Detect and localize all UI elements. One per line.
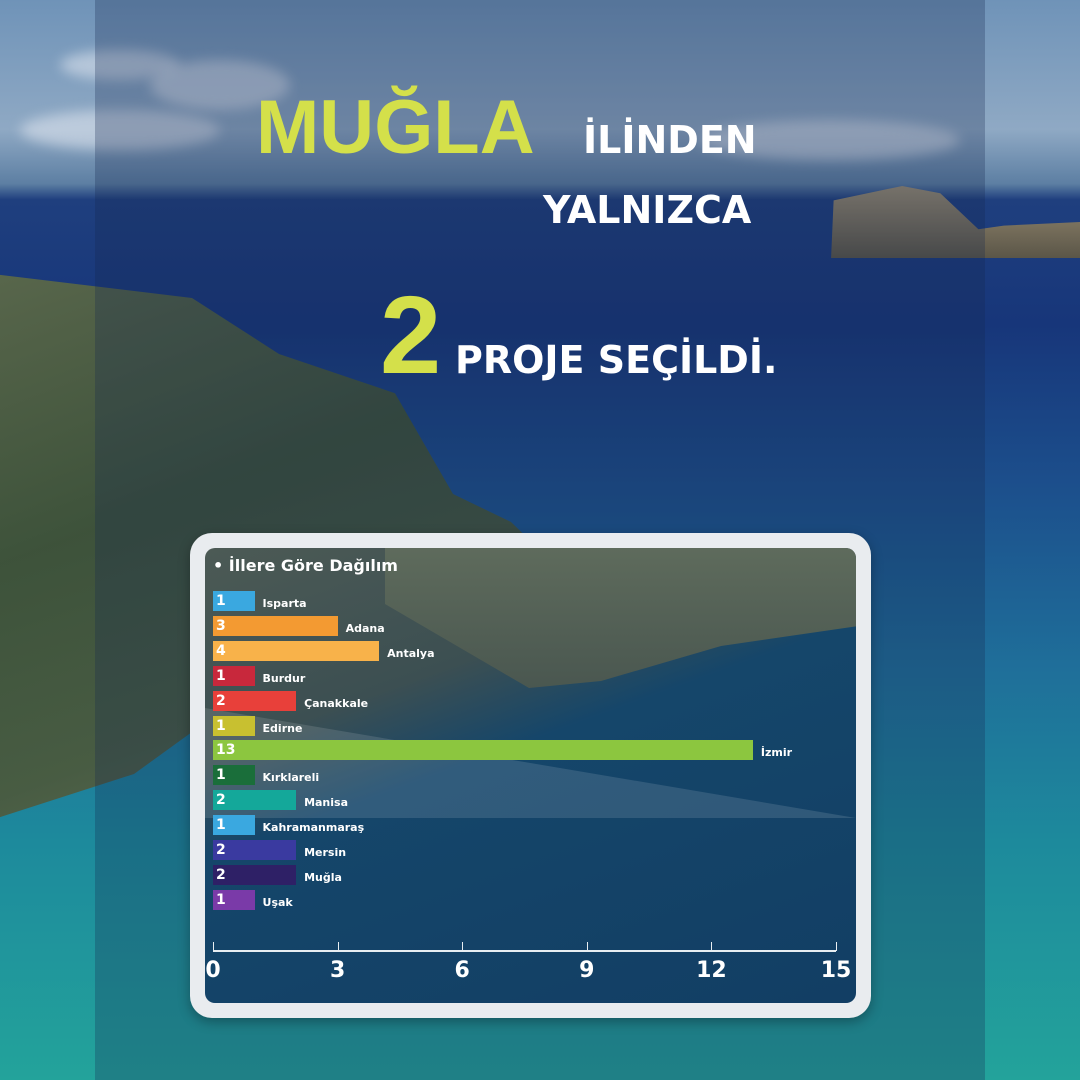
x-tick bbox=[462, 942, 464, 951]
background-highlight bbox=[205, 708, 856, 818]
x-tick bbox=[213, 942, 214, 951]
bar-value: 1 bbox=[216, 817, 226, 834]
bar-label: Antalya bbox=[387, 646, 435, 660]
headline-line3: PROJE SEÇİLDİ. bbox=[455, 338, 778, 382]
bar-label: Mersin bbox=[304, 846, 347, 859]
bar-label: İzmir bbox=[760, 746, 793, 760]
x-tick bbox=[711, 942, 713, 951]
x-tick-label: 12 bbox=[696, 958, 727, 983]
bar-2 bbox=[213, 640, 380, 661]
bar-label: Kırklareli bbox=[262, 771, 320, 785]
bar-label: Kahramanmaraş bbox=[262, 821, 365, 835]
bar-label: Uşak bbox=[262, 895, 293, 909]
bar-4 bbox=[213, 690, 297, 711]
bar-value: 4 bbox=[216, 642, 226, 659]
tablet-frame: • İllere Göre Dağılım 1 Isparta 3 Adana 4 Ant… bbox=[190, 533, 871, 1018]
bar-label: Adana bbox=[345, 621, 385, 635]
bar-8 bbox=[213, 790, 297, 811]
bar-value: 1 bbox=[216, 717, 226, 734]
bar-value: 3 bbox=[216, 617, 226, 634]
bar-value: 1 bbox=[216, 667, 226, 684]
x-tick bbox=[836, 942, 837, 951]
x-tick-label: 15 bbox=[820, 958, 852, 983]
x-tick-label: 0 bbox=[205, 958, 221, 983]
bar-value: 13 bbox=[216, 742, 236, 759]
headline-line2: YALNIZCA bbox=[543, 188, 752, 232]
bar-1 bbox=[213, 615, 338, 636]
bar-label: Edirne bbox=[262, 721, 303, 735]
x-axis bbox=[213, 950, 836, 952]
chart-screen: • İllere Göre Dağılım 1 Isparta 3 Adana 4 Ant… bbox=[205, 548, 856, 1003]
x-tick bbox=[586, 942, 588, 951]
bar-3 bbox=[213, 665, 255, 686]
bar-12 bbox=[213, 889, 255, 910]
x-tick bbox=[337, 942, 339, 951]
bar-label: Çanakkale bbox=[304, 696, 369, 710]
headline-province: MUĞLA bbox=[256, 85, 535, 170]
bar-7 bbox=[213, 765, 255, 786]
x-tick-label: 6 bbox=[454, 958, 470, 983]
cloud bbox=[700, 120, 960, 160]
bar-label: Manisa bbox=[304, 796, 349, 810]
chart-title: • İllere Göre Dağılım bbox=[213, 556, 398, 575]
cloud bbox=[150, 60, 290, 110]
bar-value: 1 bbox=[216, 593, 226, 609]
bar-value: 2 bbox=[216, 792, 226, 809]
headline-count: 2 bbox=[380, 274, 442, 397]
bar-0 bbox=[213, 591, 255, 611]
bar-label: Burdur bbox=[262, 671, 306, 685]
bar-value: 2 bbox=[216, 866, 226, 883]
bar-value: 1 bbox=[216, 891, 226, 908]
bar-label: Isparta bbox=[262, 597, 307, 610]
bar-value: 1 bbox=[216, 767, 226, 784]
bar-value: 2 bbox=[216, 842, 226, 858]
cloud bbox=[20, 110, 220, 150]
x-tick-label: 3 bbox=[329, 958, 346, 983]
bar-6 bbox=[213, 740, 753, 761]
bar-11 bbox=[213, 864, 297, 885]
bar-label: Muğla bbox=[304, 870, 342, 884]
background-land bbox=[385, 548, 856, 688]
bar-10 bbox=[213, 840, 297, 860]
headline-suffix: İLİNDEN bbox=[583, 118, 757, 162]
bar-value: 2 bbox=[216, 692, 226, 709]
bar-9 bbox=[213, 815, 255, 836]
bar-5 bbox=[213, 715, 255, 736]
x-tick-label: 9 bbox=[579, 958, 595, 983]
